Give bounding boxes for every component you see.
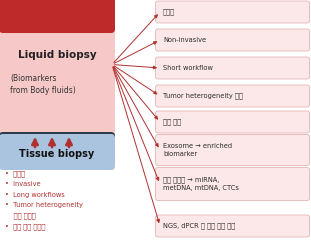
Text: •  Long workflows: • Long workflows [5,192,65,198]
FancyBboxPatch shape [156,57,309,79]
Text: 저비용: 저비용 [163,9,175,15]
Text: 타곳 다양화 → miRNA,
metDNA, mtDNA, CTCs: 타곳 다양화 → miRNA, metDNA, mtDNA, CTCs [163,177,239,191]
Text: Exosome → enriched
biomarker: Exosome → enriched biomarker [163,143,232,157]
FancyBboxPatch shape [156,111,309,133]
FancyBboxPatch shape [0,3,115,136]
Text: NGS, dPCR 등 검증 기술 발진: NGS, dPCR 등 검증 기술 발진 [163,223,235,229]
Text: •  Tumor heterogeneity: • Tumor heterogeneity [5,203,83,209]
Text: 분석 어려움: 분석 어려움 [5,213,36,219]
Text: Non-invasive: Non-invasive [163,37,206,43]
Text: •  조기 발견 불가능: • 조기 발견 불가능 [5,223,45,230]
FancyBboxPatch shape [156,85,309,107]
FancyBboxPatch shape [156,134,309,166]
Text: Short workflow: Short workflow [163,65,213,71]
Text: Tissue biopsy: Tissue biopsy [19,149,95,159]
FancyBboxPatch shape [0,132,115,166]
FancyBboxPatch shape [3,9,111,31]
Text: •  Invasive: • Invasive [5,181,41,187]
FancyBboxPatch shape [156,168,309,200]
FancyBboxPatch shape [0,0,115,33]
FancyBboxPatch shape [156,215,309,237]
FancyBboxPatch shape [156,1,309,23]
Text: (Biomarkers
from Body fluids): (Biomarkers from Body fluids) [10,74,76,95]
Text: Liquid biopsy: Liquid biopsy [18,49,96,60]
Text: •  고비용: • 고비용 [5,171,25,177]
FancyBboxPatch shape [156,29,309,51]
Text: Tumor heterogeneity 분석: Tumor heterogeneity 분석 [163,93,243,99]
FancyBboxPatch shape [0,134,115,170]
Text: 조기 진단: 조기 진단 [163,119,181,125]
